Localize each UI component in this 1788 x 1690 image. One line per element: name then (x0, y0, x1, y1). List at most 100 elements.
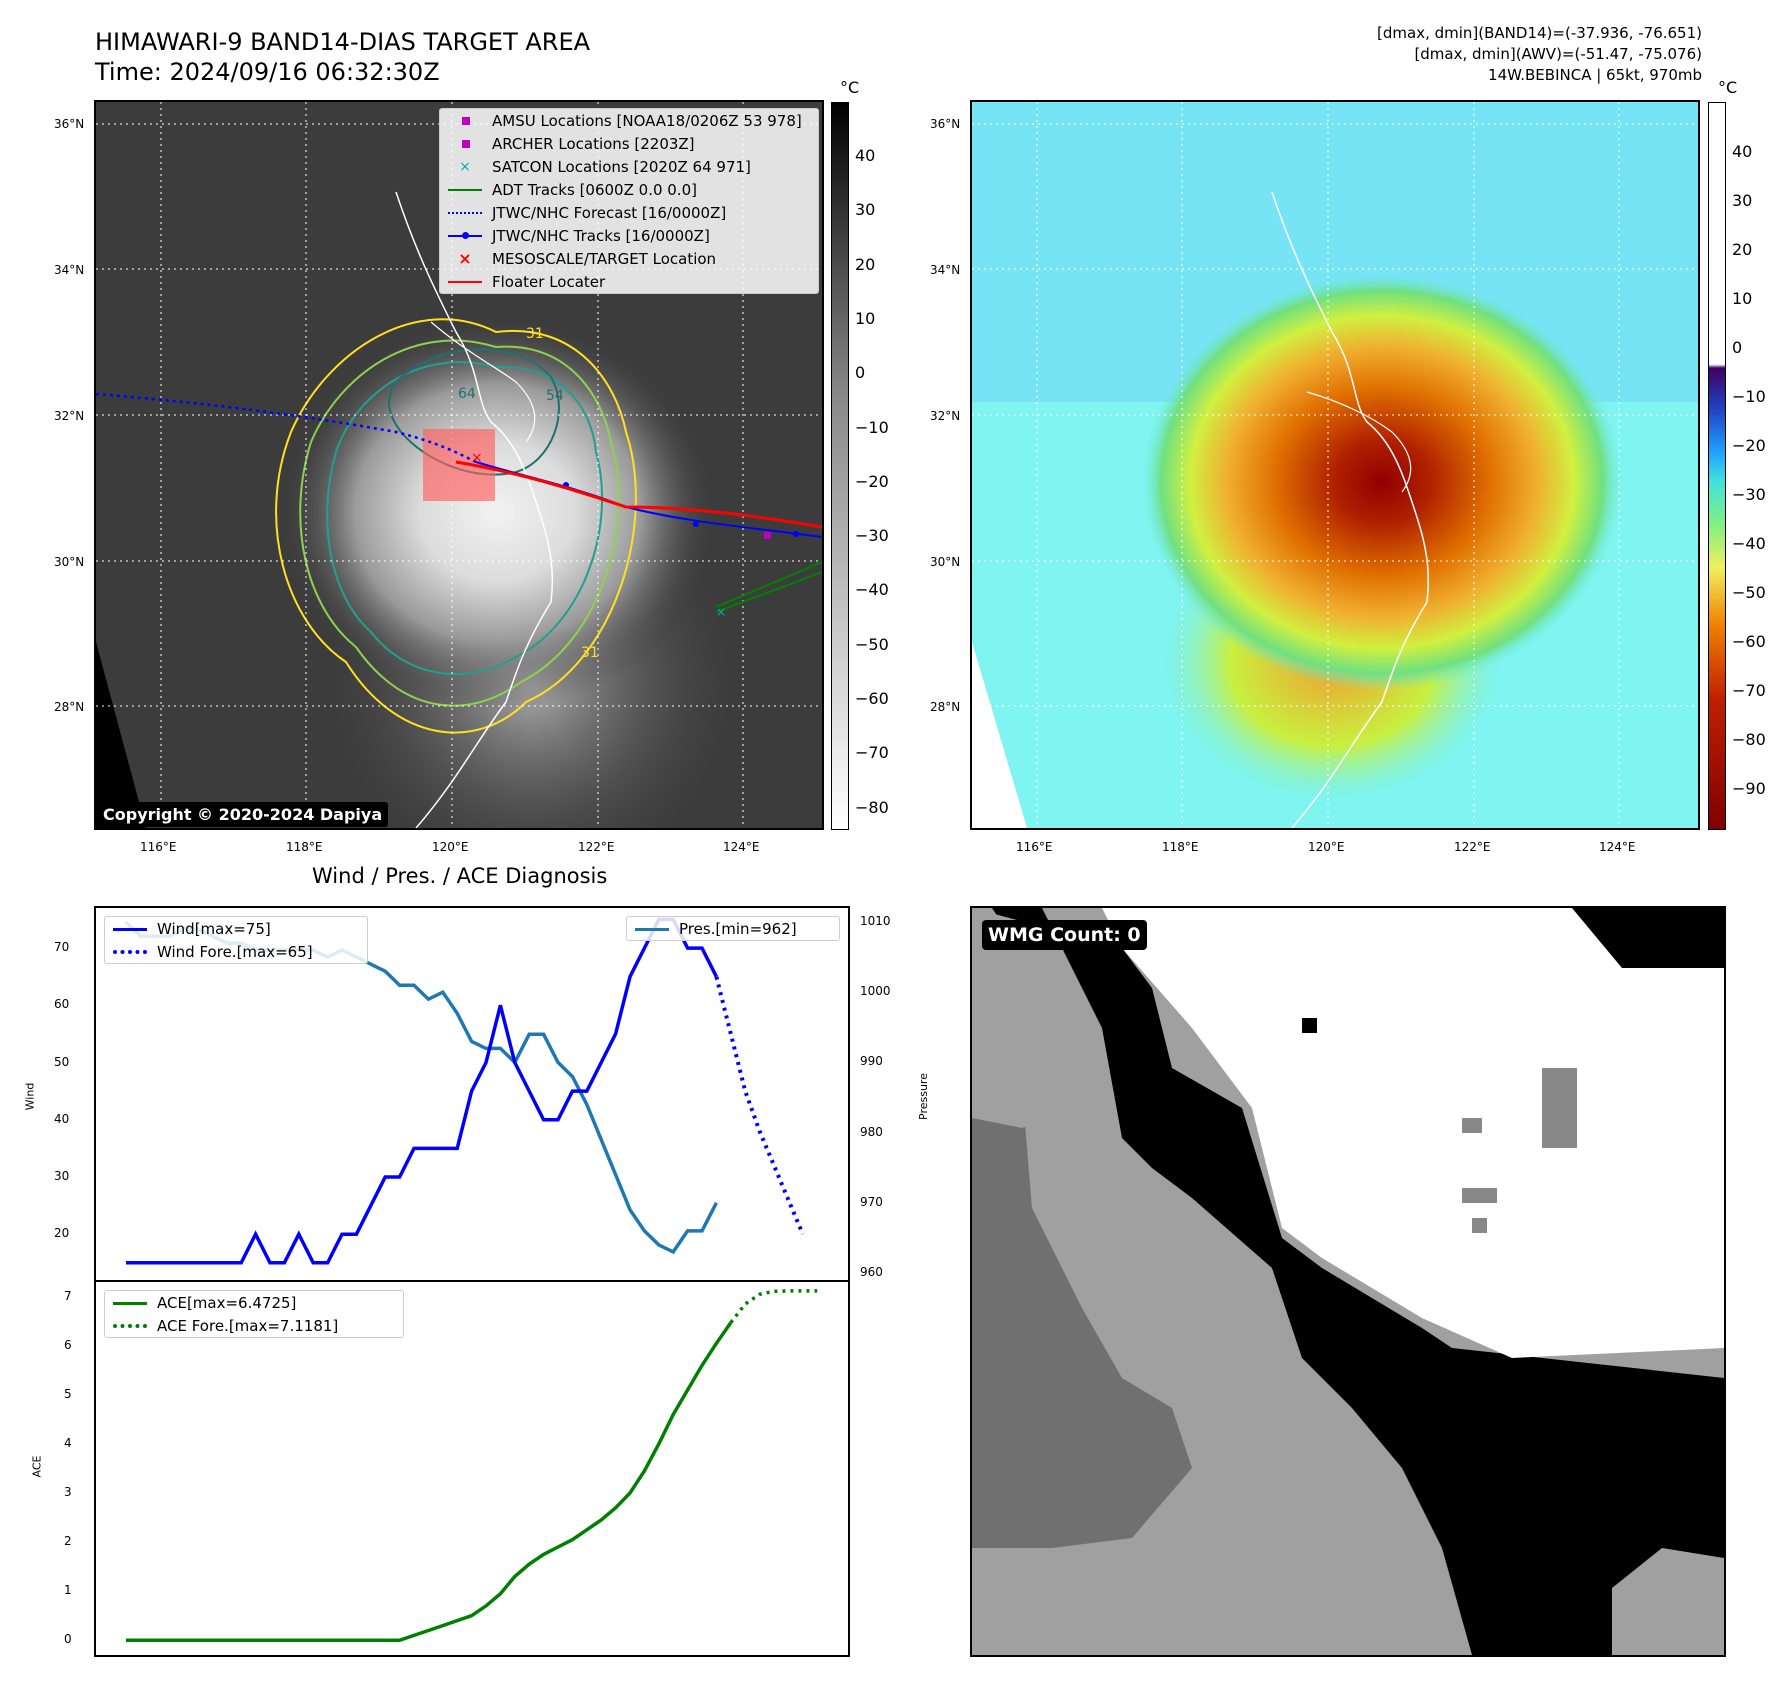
colorbar-tick: 10 (855, 308, 876, 328)
colorbar-unit: °C (840, 78, 860, 97)
ace-tick-label: 3 (64, 1485, 72, 1500)
colorbar-tick: −30 (1732, 485, 1766, 504)
colorbar-tick: −20 (1732, 436, 1766, 455)
colorbar-tick: 40 (855, 146, 876, 165)
legend-item-satcon: × SATCON Locations [2020Z 64 971] (459, 157, 751, 176)
wmg-image (972, 908, 1724, 1655)
legend-item-pressure: Pres.[min=962] (627, 917, 839, 940)
ace-tick-label: 1 (64, 1583, 72, 1598)
legend-item-archer: ARCHER Locations [2203Z] (440, 132, 818, 155)
ace-axis-label: ACE (30, 1455, 44, 1478)
colorbar-tick: 0 (855, 363, 866, 383)
colorbar-tick: 20 (855, 254, 876, 274)
lon-label: 124°E (723, 840, 760, 854)
ace-tick-label: 4 (64, 1435, 72, 1450)
ace-chart: ACE[max=6.4725] ACE Fore.[max=7.1181] (94, 1280, 850, 1657)
wmg-panel: WMG Count: 0 (970, 906, 1726, 1657)
lon-label: 120°E (1308, 840, 1345, 854)
ace-tick-label: 0 (64, 1632, 72, 1647)
legend-item-target: × MESOSCALE/TARGET Location (458, 248, 717, 268)
colorbar-tick: −30 (855, 526, 889, 546)
wind-tick-label: 60 (54, 997, 70, 1012)
colorbar-tick: −50 (855, 634, 889, 654)
lat-label: 30°N (54, 555, 85, 569)
svg-text:×: × (716, 605, 726, 619)
pressure-tick-label: 960 (860, 1264, 883, 1279)
ace-tick-label: 5 (64, 1386, 72, 1401)
legend-item-ace: ACE[max=6.4725] (105, 1291, 403, 1314)
lat-label: 30°N (930, 555, 961, 569)
ace-line (126, 1321, 733, 1643)
contour-label: 31 (581, 645, 599, 661)
lon-label: 116°E (140, 840, 177, 854)
ace-legend: ACE[max=6.4725] ACE Fore.[max=7.1181] (104, 1290, 404, 1338)
colorbar-tick: 20 (1732, 240, 1753, 259)
awv-map-panel (970, 100, 1700, 830)
colorbar-tick: 40 (1732, 142, 1753, 161)
contour-label: 54 (546, 388, 564, 404)
wind-forecast-line (714, 976, 805, 1235)
colorbar-awv (1708, 102, 1726, 830)
colorbar-tick: −60 (855, 689, 889, 708)
contour-label: 64 (458, 386, 476, 402)
ace-forecast-line (729, 1289, 818, 1324)
legend-item-wind-forecast: Wind Fore.[max=65] (105, 940, 367, 963)
lat-label: 36°N (54, 117, 85, 131)
diagnosis-title: Wind / Pres. / ACE Diagnosis (312, 864, 608, 888)
lon-label: 124°E (1599, 840, 1636, 854)
lat-label: 34°N (930, 263, 961, 277)
pressure-axis-label: Pressure (916, 1073, 930, 1120)
wind-line (126, 917, 718, 1265)
pressure-tick-label: 970 (860, 1194, 883, 1209)
pressure-tick-label: 1010 (860, 914, 891, 929)
colorbar-tick: 30 (855, 200, 876, 220)
lon-label: 122°E (578, 840, 615, 854)
lat-label: 34°N (54, 263, 85, 277)
ace-plot (126, 1289, 818, 1643)
ace-tick-label: 2 (64, 1534, 72, 1549)
wind-legend: Wind[max=75] Wind Fore.[max=65] (104, 916, 368, 964)
colorbar-tick: 30 (1732, 191, 1753, 210)
colorbar-tick: −70 (855, 743, 889, 763)
pressure-tick-label: 980 (860, 1124, 883, 1139)
wind-tick-label: 20 (54, 1226, 70, 1241)
wind-tick-label: 50 (54, 1054, 70, 1069)
colorbar-tick: −60 (1732, 632, 1766, 651)
legend-item-ace-forecast: ACE Fore.[max=7.1181] (105, 1314, 403, 1337)
copyright-label: Copyright © 2020-2024 Dapiya (97, 802, 389, 827)
wmg-count-badge: WMG Count: 0 (982, 920, 1147, 950)
ir-map-panel: × × 31 64 54 31 AMSU Locations [NOAA18/0… (94, 100, 824, 830)
pressure-line (124, 920, 718, 1255)
lat-label: 32°N (930, 409, 961, 423)
colorbar-tick: −50 (1732, 583, 1766, 602)
colorbar-tick: 0 (1732, 338, 1743, 357)
pressure-tick-label: 990 (860, 1054, 883, 1069)
storm-info: 14W.BEBINCA | 65kt, 970mb (1488, 66, 1702, 84)
time-title: Time: 2024/09/16 06:32:30Z (95, 58, 440, 86)
contour-label: 31 (526, 326, 544, 342)
colorbar-tick: −80 (855, 797, 889, 817)
colorbar-tick: −10 (855, 417, 889, 437)
lat-label: 32°N (54, 409, 85, 423)
colorbar-tick: −10 (1732, 387, 1766, 406)
awv-map-image (972, 102, 1698, 828)
map-legend: AMSU Locations [NOAA18/0206Z 53 978] ARC… (439, 108, 819, 294)
colorbar-tick: −40 (1732, 534, 1766, 553)
svg-text:×: × (471, 450, 483, 466)
wind-tick-label: 30 (54, 1168, 70, 1183)
colorbar-unit: °C (1718, 78, 1738, 97)
colorbar-tick: −40 (855, 580, 889, 600)
pressure-legend: Pres.[min=962] (626, 916, 840, 941)
wind-tick-label: 40 (54, 1111, 70, 1126)
legend-item-amsu: AMSU Locations [NOAA18/0206Z 53 978] (440, 109, 818, 132)
lon-label: 122°E (1454, 840, 1491, 854)
legend-item-tracks: JTWC/NHC Tracks [16/0000Z] (440, 224, 818, 247)
lat-label: 28°N (930, 700, 961, 714)
dmax-band14: [dmax, dmin](BAND14)=(-37.936, -76.651) (1377, 24, 1702, 42)
lon-label: 116°E (1016, 840, 1053, 854)
colorbar-tick: −90 (1732, 779, 1766, 798)
pressure-tick-label: 1000 (860, 984, 891, 999)
lon-label: 118°E (1162, 840, 1199, 854)
legend-item-forecast: JTWC/NHC Forecast [16/0000Z] (440, 201, 818, 224)
lat-label: 28°N (54, 700, 85, 714)
